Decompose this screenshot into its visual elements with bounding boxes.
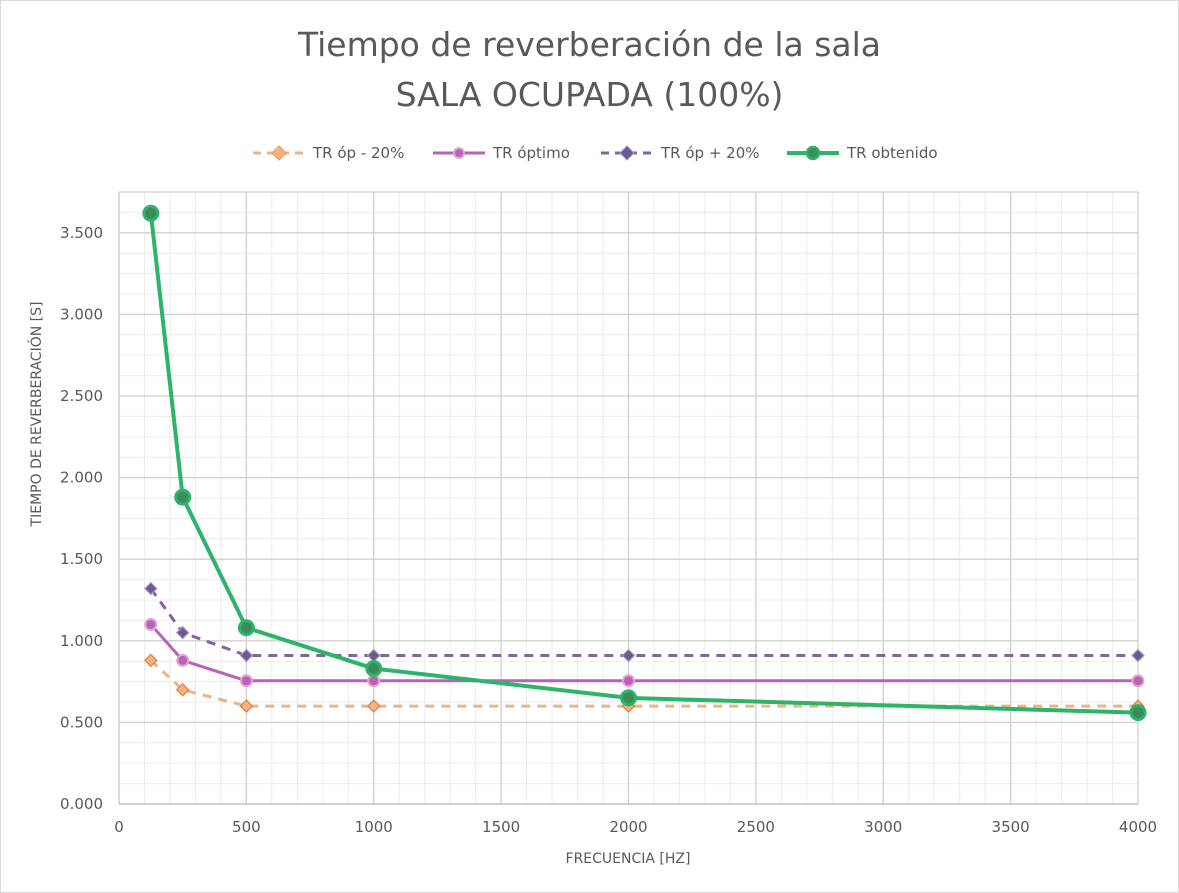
- series-layer: [142, 204, 1147, 722]
- y-tick-label: 0.500: [60, 713, 103, 731]
- legend-label: TR obtenido: [847, 144, 938, 162]
- data-point: [239, 674, 253, 688]
- x-tick-label: 0: [114, 818, 124, 836]
- legend-swatch-tr-op-minus-20: [253, 145, 305, 161]
- data-point: [174, 488, 192, 506]
- legend-item-tr-op-minus-20: TR óp - 20%: [251, 141, 404, 165]
- data-point: [621, 648, 636, 663]
- data-point: [239, 648, 254, 663]
- legend-item-tr-obtenido: TR obtenido: [785, 141, 938, 165]
- data-point: [1131, 674, 1145, 688]
- series-tr-op-minus-20: [143, 653, 1145, 713]
- y-tick-label: 2.000: [60, 469, 103, 487]
- data-point: [175, 682, 190, 697]
- y-tick-label: 3.500: [60, 224, 103, 242]
- data-point: [620, 689, 637, 707]
- data-point: [143, 581, 158, 596]
- series-tr-optimo: [144, 617, 1145, 688]
- y-tick-label: 2.500: [60, 387, 103, 405]
- data-point: [1129, 704, 1147, 722]
- series-tr-obtenido-line: [148, 212, 1139, 715]
- x-tick-label: 1500: [482, 818, 520, 836]
- legend-label: TR óptimo: [493, 144, 570, 162]
- x-tick-label: 2500: [737, 818, 775, 836]
- data-point: [366, 648, 381, 663]
- series-tr-obtenido: [142, 204, 1147, 722]
- series-tr-optimo-line: [149, 623, 1138, 683]
- legend-item-tr-optimo: TR óptimo: [431, 141, 570, 165]
- data-point: [1131, 648, 1145, 663]
- data-point: [143, 653, 158, 668]
- data-point: [622, 674, 635, 688]
- data-point: [176, 653, 190, 667]
- data-point: [142, 204, 160, 222]
- x-tick-label: 1000: [355, 818, 393, 836]
- x-tick-label: 3000: [864, 818, 902, 836]
- y-tick-label: 1.500: [60, 550, 103, 568]
- series-tr-op-plus-20: [143, 581, 1145, 663]
- data-point: [237, 619, 255, 637]
- data-point: [144, 617, 158, 631]
- y-tick-label: 3.000: [60, 305, 103, 323]
- data-point: [365, 660, 383, 678]
- axes: [118, 192, 1138, 805]
- series-tr-op-minus-20-line: [149, 659, 1138, 708]
- legend-swatch-tr-obtenido: [787, 145, 839, 161]
- legend-label: TR óp + 20%: [661, 144, 760, 162]
- x-tick-label: 2000: [609, 818, 647, 836]
- data-point: [239, 699, 254, 713]
- x-tick-label: 500: [232, 818, 261, 836]
- chart-title: Tiempo de reverberación de la sala: [297, 25, 882, 64]
- chart-subtitle: SALA OCUPADA (100%): [395, 75, 784, 114]
- data-point: [175, 625, 190, 640]
- x-axis-label: FRECUENCIA [HZ]: [566, 851, 691, 867]
- y-tick-label: 0.000: [60, 795, 103, 813]
- chart-legend: TR óp - 20% TR óptimo TR óp + 20% TR obt…: [1, 141, 1178, 165]
- tick-labels: 0 500 1000 1500 2000 2500 3000 3500 4000 0.000 0.5…: [60, 224, 1157, 836]
- legend-swatch-tr-op-plus-20: [601, 145, 653, 161]
- y-tick-label: 1.000: [60, 632, 103, 650]
- legend-item-tr-op-plus-20: TR óp + 20%: [599, 141, 760, 165]
- y-axis-label: TIEMPO DE REVERBERACIÓN [S]: [27, 302, 45, 528]
- x-tick-label: 3500: [992, 818, 1030, 836]
- x-tick-label: 4000: [1119, 818, 1157, 836]
- data-point: [366, 699, 381, 713]
- legend-swatch-tr-optimo: [433, 147, 485, 159]
- legend-label: TR óp - 20%: [313, 144, 405, 162]
